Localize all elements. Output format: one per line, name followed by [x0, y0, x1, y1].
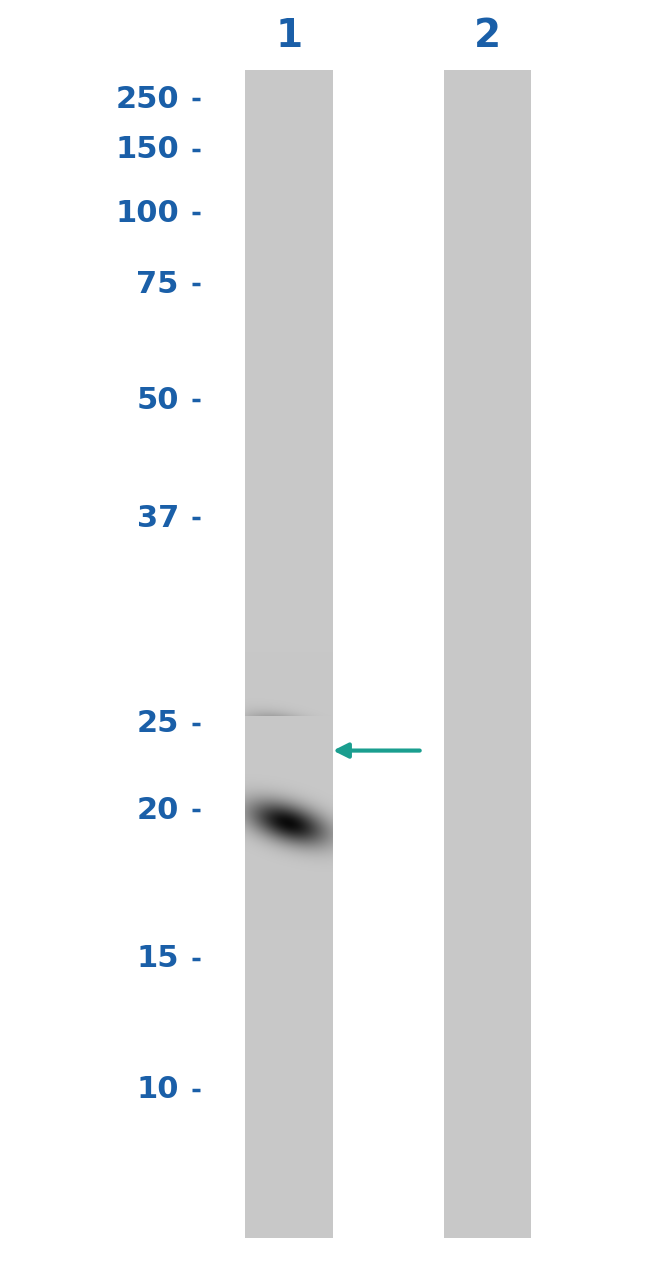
- Text: 150: 150: [115, 136, 179, 164]
- Text: 75: 75: [136, 271, 179, 298]
- Text: 25: 25: [136, 710, 179, 738]
- Text: 37: 37: [136, 504, 179, 532]
- Text: 1: 1: [276, 17, 303, 55]
- Text: 250: 250: [115, 85, 179, 113]
- Text: 2: 2: [474, 17, 501, 55]
- Text: 15: 15: [136, 945, 179, 973]
- Text: 50: 50: [136, 386, 179, 414]
- Text: 100: 100: [115, 199, 179, 227]
- Text: 20: 20: [136, 796, 179, 824]
- Text: 10: 10: [136, 1076, 179, 1104]
- Bar: [443, 70, 532, 1238]
- Bar: [246, 70, 333, 1238]
